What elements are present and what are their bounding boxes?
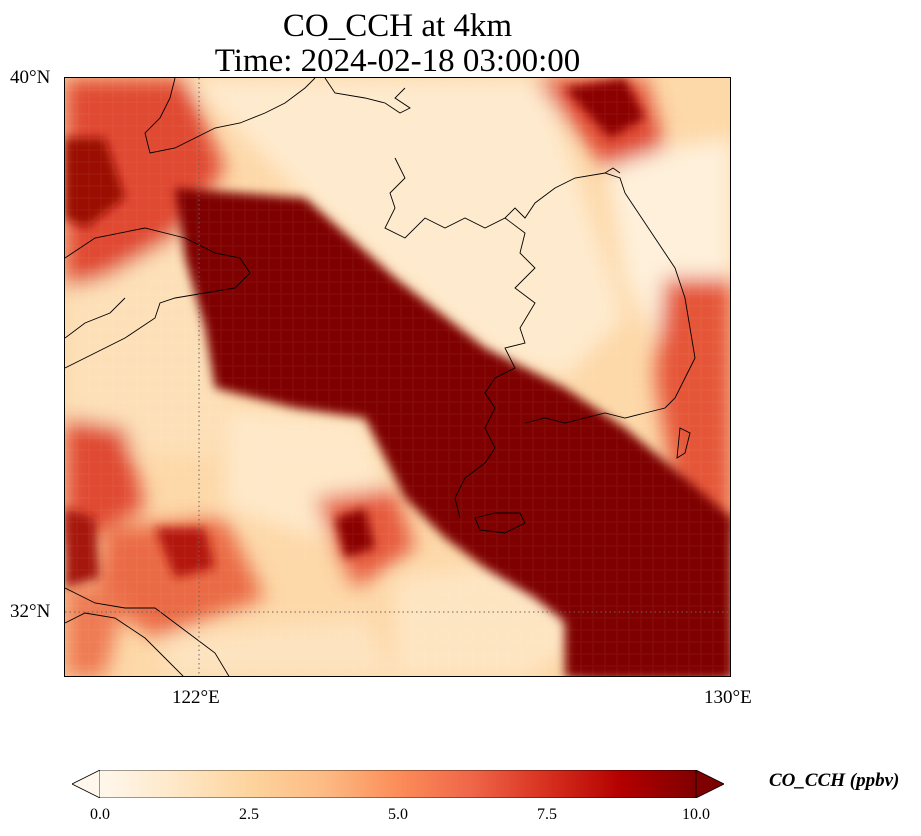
map-title-line1: CO_CCH at 4km: [282, 8, 513, 44]
lat-label-32n: 32°N: [10, 601, 51, 622]
colorbar: [72, 770, 724, 798]
lon-label-122e: 122°E: [172, 687, 220, 708]
colorbar-tick-3: 7.5: [537, 806, 557, 823]
concentration-field: [65, 78, 730, 676]
lon-label-130e: 130°E: [704, 687, 752, 708]
colorbar-tick-4: 10.0: [682, 806, 710, 823]
colorbar-tick-1: 2.5: [239, 806, 259, 823]
map-title-line2: Time: 2024-02-18 03:00:00: [214, 43, 581, 79]
coastline: [65, 78, 696, 676]
map-panel: [64, 77, 731, 677]
lat-label-40n: 40°N: [10, 67, 51, 88]
colorbar-tick-0: 0.0: [90, 806, 110, 823]
graticule: [65, 78, 730, 676]
colorbar-tick-2: 5.0: [388, 806, 408, 823]
colorbar-title: CO_CCH (ppbv): [769, 770, 900, 791]
